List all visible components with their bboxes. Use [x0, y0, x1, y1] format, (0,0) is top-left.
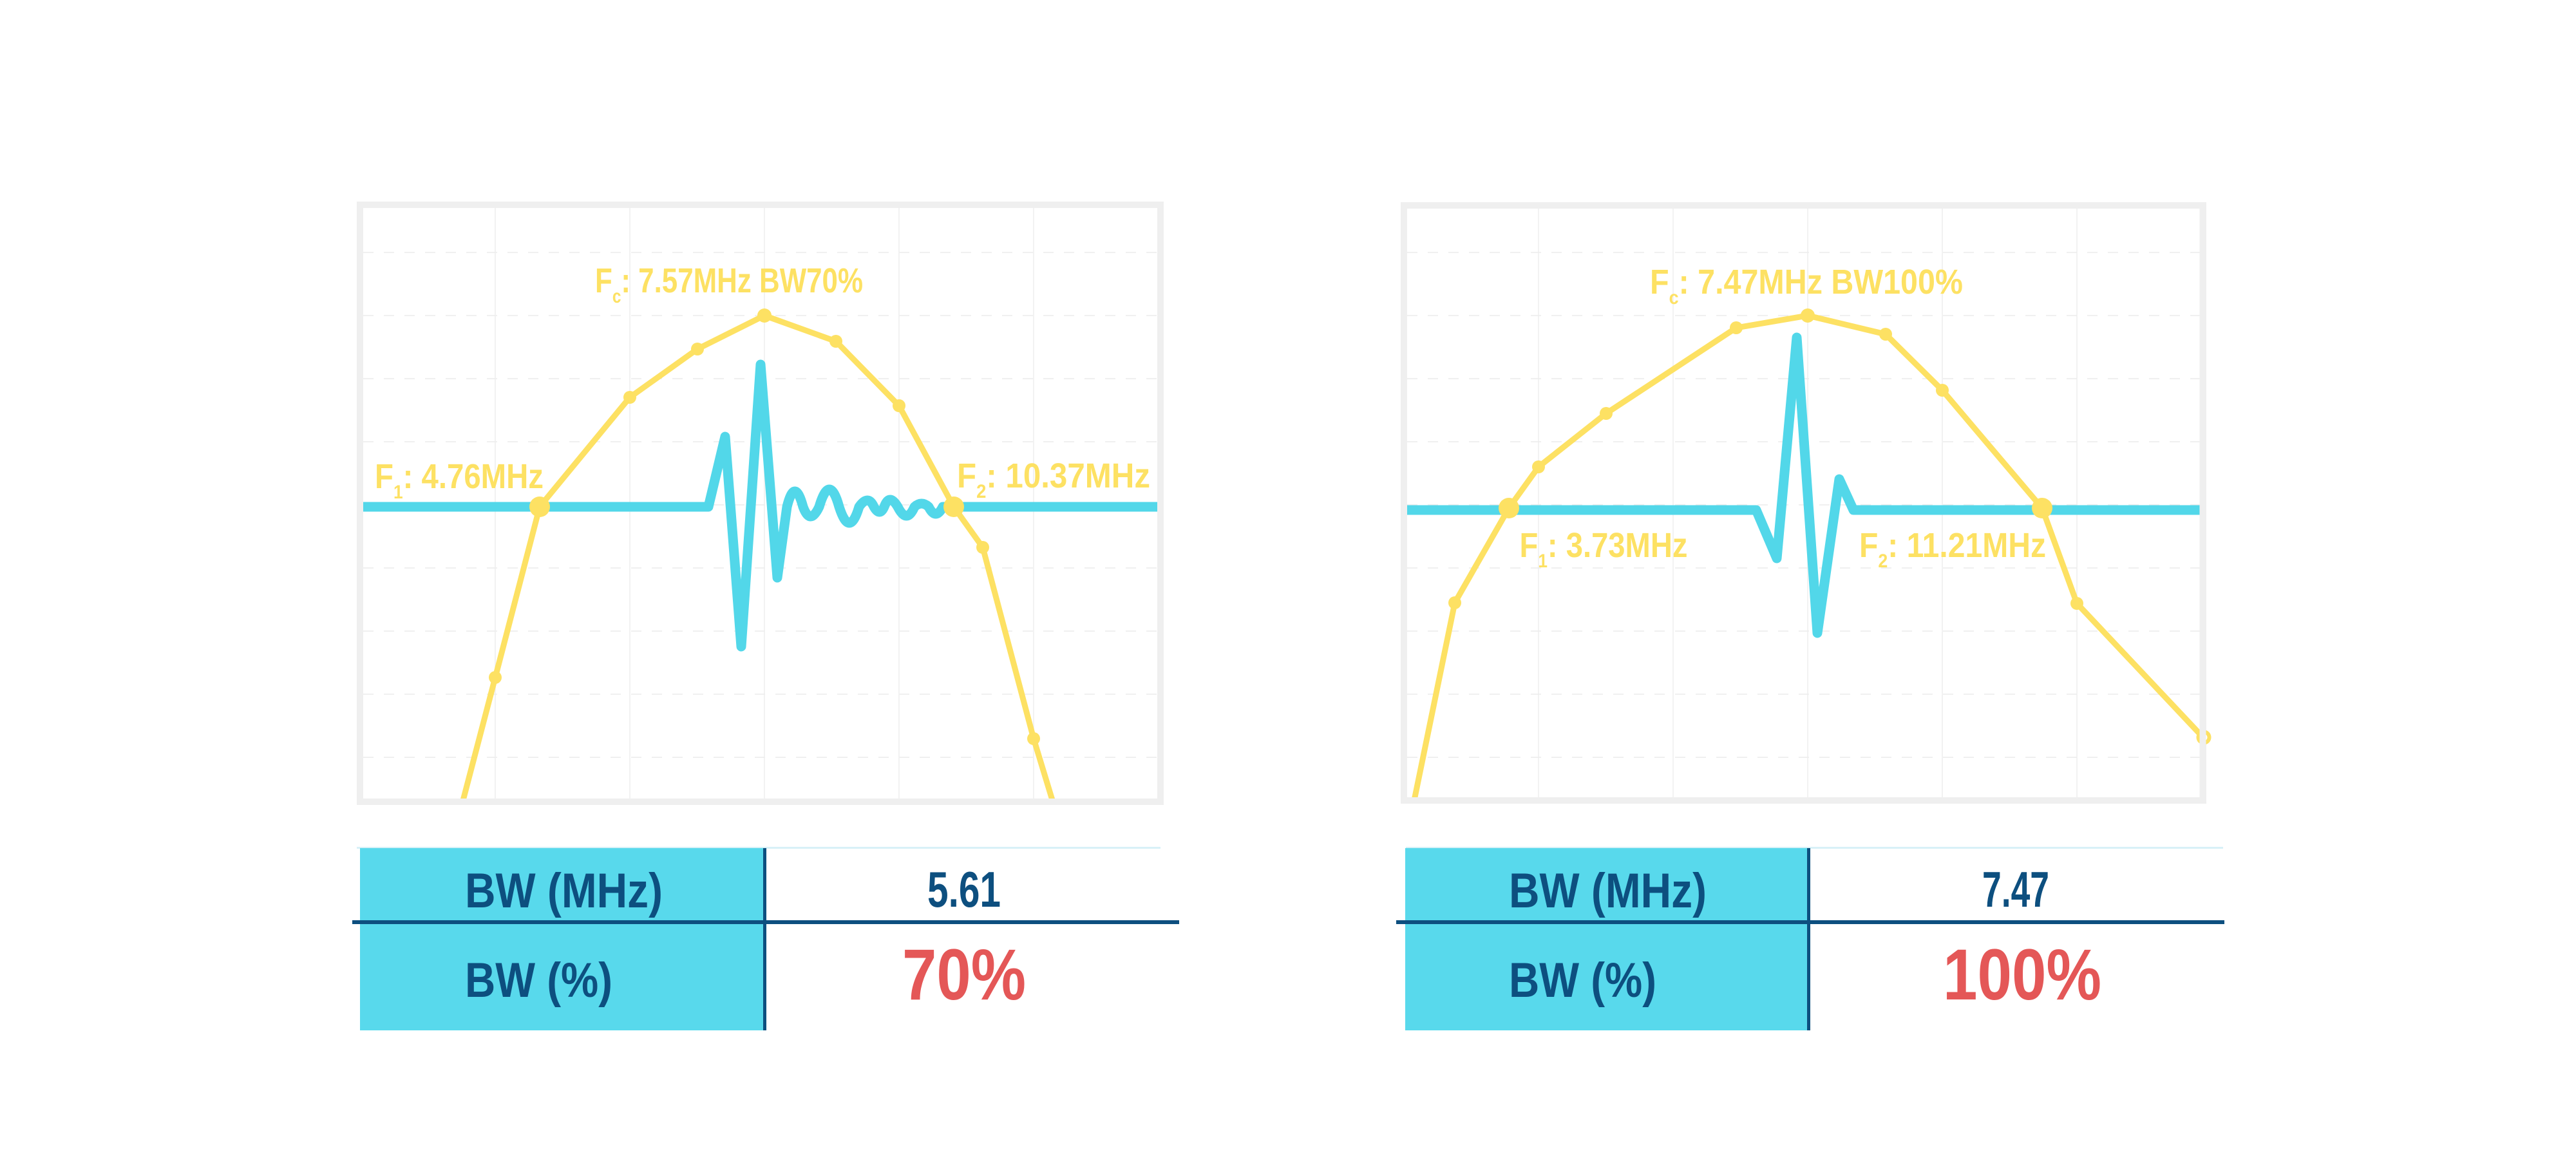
svg-text:BW (MHz): BW (MHz)	[465, 864, 663, 918]
svg-text:5.61: 5.61	[927, 861, 1001, 918]
svg-text:BW (%): BW (%)	[465, 953, 612, 1008]
svg-text:BW (MHz): BW (MHz)	[1509, 864, 1707, 918]
svg-text:70%: 70%	[902, 934, 1026, 1015]
svg-text:Fc: 7.47MHz BW100%: Fc: 7.47MHz BW100%	[1650, 263, 1963, 308]
svg-text:F2: 11.21MHz: F2: 11.21MHz	[1859, 526, 2046, 572]
svg-text:F1: 4.76MHz: F1: 4.76MHz	[375, 457, 544, 503]
svg-text:100%: 100%	[1943, 934, 2101, 1015]
svg-text:BW (%): BW (%)	[1509, 953, 1656, 1008]
svg-text:F2: 10.37MHz: F2: 10.37MHz	[957, 457, 1150, 502]
svg-text:Fc: 7.57MHz BW70%: Fc: 7.57MHz BW70%	[595, 261, 863, 307]
svg-text:F1: 3.73MHz: F1: 3.73MHz	[1520, 526, 1688, 572]
svg-text:7.47: 7.47	[1982, 861, 2049, 918]
